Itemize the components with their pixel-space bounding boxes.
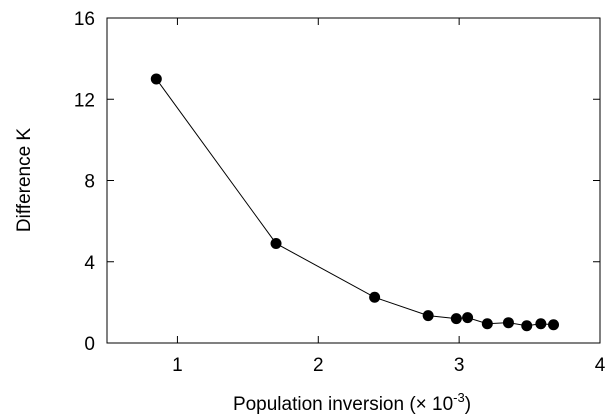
data-point	[535, 318, 547, 330]
data-point	[270, 237, 282, 249]
data-point	[150, 73, 162, 85]
data-point	[548, 319, 560, 331]
x-axis-title-exponent: -3	[453, 390, 465, 405]
y-axis-title: Difference K	[14, 128, 35, 233]
data-point	[481, 318, 493, 330]
x-tick-label: 3	[454, 355, 465, 376]
data-point	[521, 320, 533, 332]
data-point	[502, 317, 514, 329]
x-tick-label: 4	[595, 355, 606, 376]
y-tick-label: 0	[84, 334, 95, 355]
plot-frame	[106, 17, 601, 344]
x-tick-label: 1	[172, 355, 183, 376]
x-axis-title-suffix: )	[465, 394, 471, 415]
data-point	[422, 310, 434, 322]
y-tick-label: 4	[84, 253, 95, 274]
series-layer	[150, 73, 560, 332]
data-point	[450, 313, 462, 325]
y-axis-ticks: 0 4 8 12 16	[74, 9, 600, 355]
x-axis-ticks: 1 2 3 4	[172, 18, 606, 376]
series-line	[155, 78, 554, 327]
y-tick-label: 16	[74, 9, 95, 30]
y-tick-label: 8	[84, 172, 95, 193]
x-tick-label: 2	[313, 355, 324, 376]
x-axis-title: Population inversion (× 10-3)	[233, 390, 471, 415]
x-axis-title-main: Population inversion (× 10	[233, 394, 453, 415]
data-point	[369, 291, 381, 303]
y-tick-label: 12	[74, 90, 95, 111]
data-point	[462, 312, 474, 324]
